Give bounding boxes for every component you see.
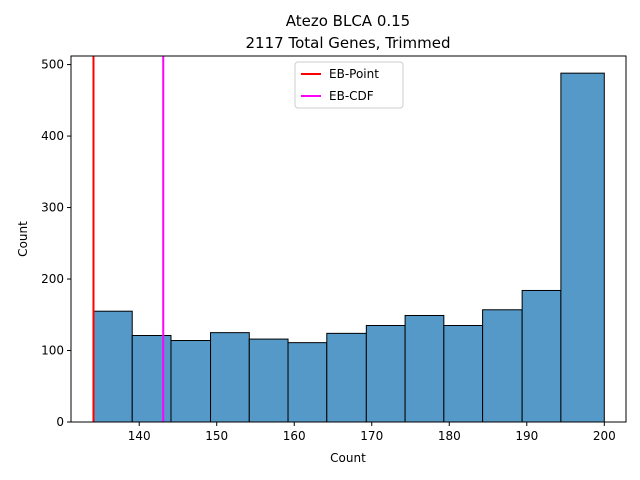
chart-title: Atezo BLCA 0.15 — [286, 12, 410, 30]
plot-frame — [70, 55, 627, 423]
y-tick-label: 300 — [41, 201, 64, 215]
histogram-bar — [443, 324, 484, 423]
x-tick-label: 160 — [283, 429, 306, 443]
chart-subtitle: 2117 Total Genes, Trimmed — [246, 34, 451, 52]
y-tick-label: 200 — [41, 272, 64, 286]
y-axis: 0 100 200 300 400 500 — [41, 58, 71, 429]
histogram-bar — [287, 342, 328, 423]
x-axis-label: Count — [330, 451, 366, 465]
histogram-bar — [560, 72, 605, 423]
histogram-bar — [365, 324, 406, 423]
x-axis: 140 150 160 170 180 190 200 — [128, 422, 616, 443]
legend-entry: EB-CDF — [329, 89, 374, 103]
y-tick-label: 500 — [41, 58, 64, 72]
legend: EB-Point EB-CDF — [294, 61, 404, 109]
y-tick-label: 100 — [41, 344, 64, 358]
histogram-bar — [170, 340, 212, 423]
y-tick-label: 400 — [41, 129, 64, 143]
x-tick-label: 200 — [593, 429, 616, 443]
histogram-bar — [404, 314, 445, 423]
x-tick-label: 140 — [128, 429, 151, 443]
histogram-bars — [92, 72, 605, 423]
x-tick-label: 190 — [515, 429, 538, 443]
histogram-bar — [210, 332, 250, 423]
x-tick-label: 150 — [205, 429, 228, 443]
x-tick-label: 180 — [438, 429, 461, 443]
reference-lines — [92, 56, 165, 422]
histogram-bar — [131, 335, 172, 423]
legend-box — [294, 61, 404, 109]
x-tick-label: 170 — [360, 429, 383, 443]
y-tick-label: 0 — [56, 415, 64, 429]
histogram-bar — [482, 309, 523, 423]
histogram-bar — [326, 332, 367, 423]
legend-entry: EB-Point — [329, 67, 379, 81]
histogram-bar — [248, 338, 289, 423]
y-axis-label: Count — [16, 221, 30, 257]
histogram-bar — [521, 289, 562, 423]
histogram-bar — [92, 310, 133, 423]
